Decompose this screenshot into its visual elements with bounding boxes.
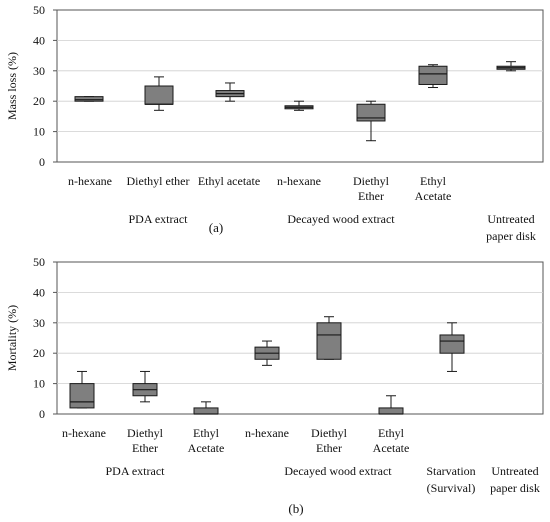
y-tick-label-a-0: 0 [39,155,45,169]
group-label-a-untreated-line1: Untreated [487,212,534,226]
box-a-4 [356,100,386,142]
box-a-2 [215,82,245,102]
group-label-b-pda: PDA extract [106,464,166,478]
category-label-b-diethyl-line1: Diethyl [127,426,164,440]
y-axis-label-a: Mass loss (%) [5,52,19,120]
category-label-a-dw-diethyl-line1: Diethyl [353,174,390,188]
box-b-1 [132,370,158,403]
category-label-a-dw-diethyl-line2: Ether [358,189,384,203]
y-tick-label-a-40: 40 [33,33,45,47]
group-label-b-starvation-line2: (Survival) [427,481,476,495]
box-b-3 [254,340,280,366]
panel-b: 0 10 20 30 40 50 Mortality (%) n-hexane Dieth… [5,255,544,516]
boxes-b [69,316,465,415]
panel-label-a: (a) [209,220,223,235]
box-body [418,65,448,85]
category-label-a-dw-ethyl-line2: Acetate [415,189,452,203]
y-tick-label-a-50: 50 [33,3,45,17]
group-label-b-decayed: Decayed wood extract [284,464,392,478]
y-tick-labels-b: 0 10 20 30 40 50 [33,255,45,421]
box-body [193,407,219,415]
category-label-a-dw-ethyl-line1: Ethyl [420,174,447,188]
y-tick-label-b-50: 50 [33,255,45,269]
category-label-a-diethyl-ether: Diethyl ether [127,174,190,188]
group-label-a-pda: PDA extract [129,212,189,226]
box-a-1 [144,76,174,111]
panel-a: 0 10 20 30 40 50 Mass loss (%) n-hexane Dieth… [5,3,544,243]
group-label-b-untreated-line2: paper disk [490,481,540,495]
y-tick-label-a-30: 30 [33,64,45,78]
y-tick-label-b-20: 20 [33,346,45,360]
box-b-5 [378,395,404,415]
box-body [439,334,465,354]
box-b-6 [439,322,465,372]
box-a-5 [418,64,448,89]
panel-label-b: (b) [288,501,303,516]
box-b-2 [193,401,219,415]
plot-area-a [56,9,544,163]
category-label-b-dw-ethyl-line2: Acetate [373,441,410,455]
box-a-3 [284,100,314,111]
box-body [316,322,342,360]
box-b-0 [69,370,95,409]
box-a-6 [496,61,526,72]
y-tick-label-a-10: 10 [33,125,45,139]
y-tick-label-b-10: 10 [33,377,45,391]
group-label-a-untreated-line2: paper disk [486,229,536,243]
y-tick-label-b-30: 30 [33,316,45,330]
category-label-b-dw-diethyl-line2: Ether [316,441,342,455]
category-label-a-ethyl-acetate: Ethyl acetate [198,174,260,188]
y-tick-label-a-20: 20 [33,94,45,108]
box-b-4 [316,316,342,360]
boxes-a [74,61,526,142]
y-tick-labels-a: 0 10 20 30 40 50 [33,3,45,169]
group-label-b-starvation-line1: Starvation [426,464,475,478]
box-body [74,96,104,102]
box-a-0 [74,96,104,102]
group-label-a-decayed: Decayed wood extract [287,212,395,226]
category-label-b-dw-ethyl-line1: Ethyl [378,426,405,440]
category-label-b-ethyl-line2: Acetate [188,441,225,455]
category-label-a-nhexane: n-hexane [68,174,112,188]
category-label-a-dw-nhexane: n-hexane [277,174,321,188]
y-tick-label-b-40: 40 [33,285,45,299]
box-body [378,407,404,415]
y-axis-label-b: Mortality (%) [5,305,19,371]
box-body [356,103,386,122]
category-label-b-dw-diethyl-line1: Diethyl [311,426,348,440]
plot-area-b [56,261,544,415]
category-label-b-dw-nhexane: n-hexane [245,426,289,440]
group-label-b-untreated-line1: Untreated [491,464,538,478]
box-body [144,85,174,105]
y-tick-label-b-0: 0 [39,407,45,421]
box-body [69,383,95,409]
category-label-b-diethyl-line2: Ether [132,441,158,455]
category-label-b-ethyl-line1: Ethyl [193,426,220,440]
category-label-b-nhexane: n-hexane [62,426,106,440]
